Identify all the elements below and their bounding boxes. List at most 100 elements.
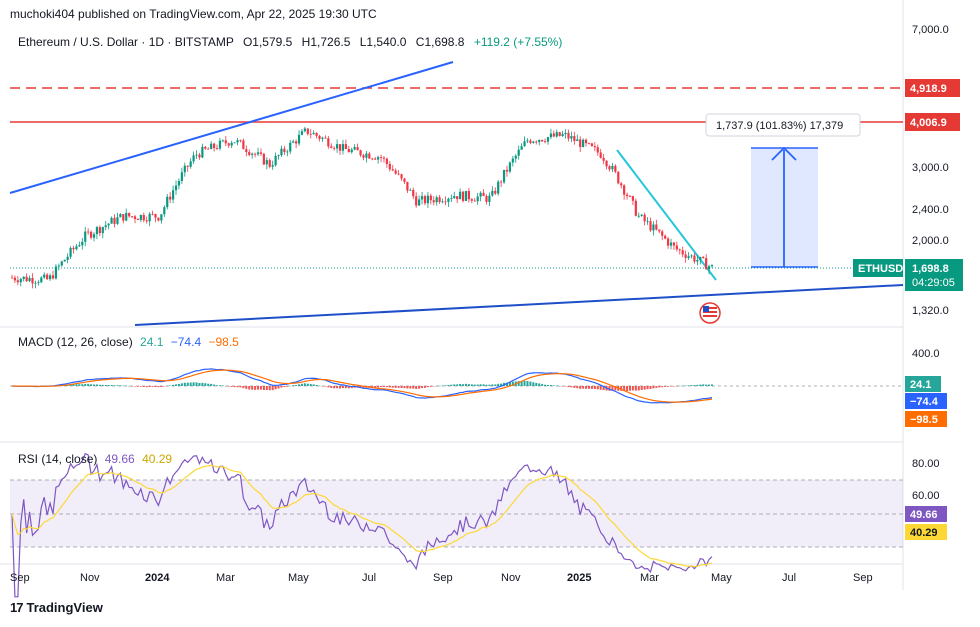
- candle-body: [687, 256, 690, 258]
- candle-body: [579, 139, 582, 148]
- macd-histogram-bar: [464, 383, 467, 386]
- rsi-ma-line: [11, 464, 713, 568]
- macd-histogram-bar: [587, 386, 590, 389]
- macd-histogram-bar: [242, 386, 245, 389]
- macd-signal-tag: −74.4: [910, 396, 939, 408]
- macd-histogram-bar: [344, 386, 347, 389]
- candle-body: [599, 152, 602, 158]
- macd-histogram-bar: [564, 386, 567, 387]
- candlestick-series[interactable]: [10, 126, 714, 289]
- candle-body: [171, 190, 175, 200]
- candle-body: [678, 249, 681, 251]
- candle-body: [453, 196, 456, 199]
- candle-body: [300, 131, 304, 135]
- macd-histogram-bar: [678, 385, 681, 387]
- macd-histogram-bar: [309, 384, 312, 386]
- macd-histogram-bar: [224, 385, 227, 387]
- macd-histogram-bar: [274, 386, 277, 390]
- macd-histogram-bar: [637, 386, 640, 391]
- candle-body: [432, 200, 435, 203]
- candle-body: [43, 274, 46, 278]
- lower-trendline[interactable]: [134, 284, 904, 326]
- candle-body: [669, 242, 673, 246]
- macd-signal-line: [11, 369, 713, 403]
- candle-body: [423, 196, 427, 204]
- macd-pane[interactable]: [10, 368, 903, 404]
- macd-histogram-bar: [90, 384, 93, 386]
- rsi-axis-tick: 60.00: [912, 490, 940, 502]
- candle-body: [256, 152, 260, 155]
- candle-body: [19, 278, 22, 283]
- macd-histogram-bar: [251, 386, 254, 390]
- macd-histogram-bar: [585, 386, 588, 389]
- candle-body: [324, 137, 327, 139]
- macd-histogram-bar: [218, 385, 221, 386]
- resistance-solid-label-bg: [905, 113, 960, 131]
- candle-body: [230, 142, 233, 146]
- candle-body: [271, 165, 274, 167]
- candle-body: [84, 231, 87, 242]
- symbol-legend[interactable]: Ethereum / U.S. Dollar · 1D · BITSTAMP O…: [18, 35, 562, 49]
- countdown-label: 04:29:05: [912, 277, 955, 289]
- rsi-legend[interactable]: RSI (14, close) 49.66 40.29: [18, 452, 176, 466]
- price-tick: 2,400.0: [912, 204, 949, 216]
- price-tick: 1,320.0: [912, 305, 949, 317]
- time-axis-label: May: [711, 572, 732, 584]
- candle-body: [201, 146, 204, 158]
- macd-histogram-bar: [526, 380, 529, 386]
- macd-histogram-bar: [183, 382, 186, 386]
- macd-title: MACD (12, 26, close): [18, 335, 133, 349]
- time-axis-label: Jul: [362, 572, 376, 584]
- macd-histogram-bar: [669, 386, 672, 387]
- macd-histogram-bar: [450, 384, 453, 386]
- macd-histogram-bar: [330, 386, 333, 388]
- candle-body: [95, 227, 99, 235]
- ohlc-high: H1,726.5: [301, 35, 351, 49]
- candle-body: [221, 140, 224, 142]
- macd-histogram-bar: [145, 386, 148, 388]
- macd-histogram-bar: [538, 383, 541, 386]
- macd-histogram-bar: [125, 385, 128, 387]
- candle-body: [274, 155, 277, 166]
- candle-body: [280, 148, 283, 156]
- macd-histogram-bar: [101, 384, 104, 386]
- macd-histogram-bar: [172, 384, 175, 386]
- macd-histogram-bar: [467, 384, 470, 386]
- candle-body: [286, 151, 289, 153]
- time-axis[interactable]: Sep Nov 2024 Mar May Jul Sep Nov 2025 Mar May Jul Se…: [10, 572, 873, 584]
- candle-body: [338, 144, 342, 151]
- candle-body: [605, 160, 608, 167]
- candle-body: [461, 191, 465, 201]
- macd-histogram-bar: [186, 382, 189, 386]
- candle-body: [350, 149, 353, 153]
- candle-body: [119, 213, 122, 218]
- us-flag-icon[interactable]: [699, 302, 721, 324]
- macd-histogram-bar: [640, 386, 643, 390]
- candle-body: [309, 133, 312, 135]
- price-axis[interactable]: 7,000.0 3,000.0 2,400.0 2,000.0 1,320.0: [912, 24, 949, 317]
- candle-body: [573, 136, 576, 142]
- candle-body: [608, 166, 611, 170]
- candle-body: [646, 221, 649, 222]
- macd-histogram-bar: [175, 384, 178, 386]
- rsi-series[interactable]: [11, 452, 713, 598]
- macd-histogram-bar: [400, 386, 403, 388]
- macd-histogram-bar: [385, 386, 388, 388]
- candle-body: [371, 158, 374, 160]
- candle-body: [684, 254, 687, 258]
- ohlc-low: L1,540.0: [359, 35, 407, 49]
- macd-legend[interactable]: MACD (12, 26, close) 24.1 −74.4 −98.5: [18, 335, 243, 349]
- macd-histogram-bar: [169, 385, 172, 386]
- upper-trendline[interactable]: [9, 61, 454, 194]
- tradingview-footer[interactable]: 17 TradingView: [10, 600, 103, 615]
- candle-body: [277, 155, 280, 156]
- time-axis-label: Sep: [10, 572, 30, 584]
- macd-histogram-bar: [382, 386, 385, 387]
- candle-body: [467, 190, 471, 200]
- falling-trendline[interactable]: [616, 149, 717, 281]
- candle-body: [224, 140, 227, 144]
- candle-body: [69, 247, 72, 257]
- macd-histogram-bar: [485, 384, 488, 386]
- macd-value-tag-bg: [905, 376, 941, 392]
